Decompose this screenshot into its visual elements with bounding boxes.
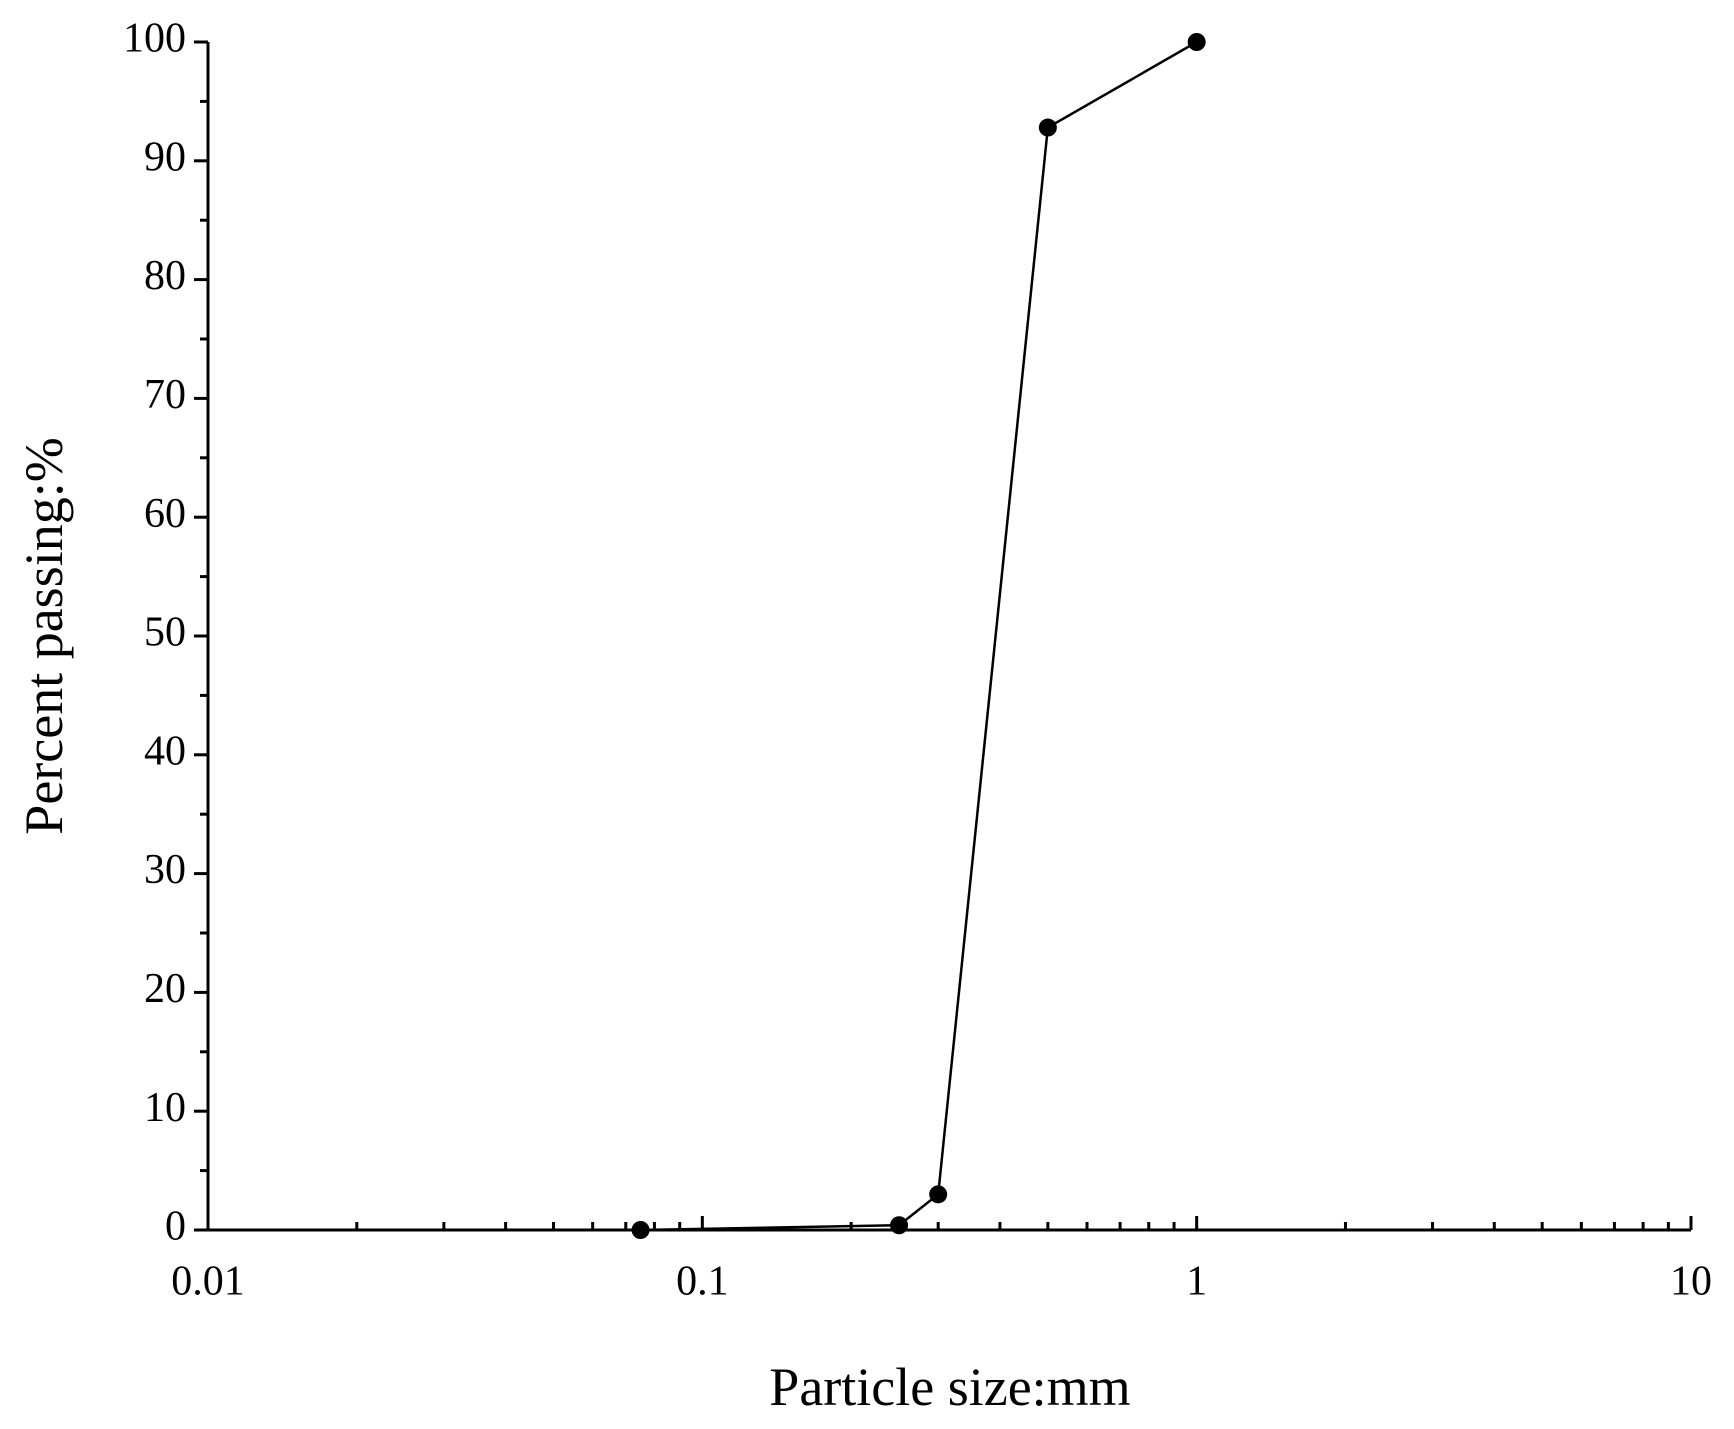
y-tick-label: 50 — [144, 610, 186, 656]
y-tick-label: 40 — [144, 728, 186, 774]
x-tick-label: 0.1 — [676, 1259, 729, 1305]
x-tick-label: 10 — [1670, 1259, 1712, 1305]
y-tick-label: 0 — [165, 1204, 186, 1250]
y-axis-title: Percent passing:% — [14, 437, 74, 834]
data-point — [929, 1185, 948, 1204]
y-tick-label: 20 — [144, 966, 186, 1012]
y-tick-label: 90 — [144, 134, 186, 180]
data-point — [1187, 33, 1206, 51]
y-tick-label: 60 — [144, 491, 186, 537]
data-point — [1038, 118, 1057, 137]
x-tick-label: 0.01 — [171, 1259, 245, 1305]
y-tick-label: 70 — [144, 372, 186, 418]
data-point — [631, 1221, 650, 1239]
x-tick-label: 1 — [1186, 1259, 1207, 1305]
data-point — [890, 1216, 909, 1235]
y-tick-label: 30 — [144, 847, 186, 893]
y-tick-label: 80 — [144, 253, 186, 299]
data-line — [640, 40, 1198, 1232]
x-axis-title: Particle size:mm — [769, 1357, 1130, 1417]
y-tick-label: 100 — [123, 16, 186, 62]
y-tick-label: 10 — [144, 1085, 186, 1131]
